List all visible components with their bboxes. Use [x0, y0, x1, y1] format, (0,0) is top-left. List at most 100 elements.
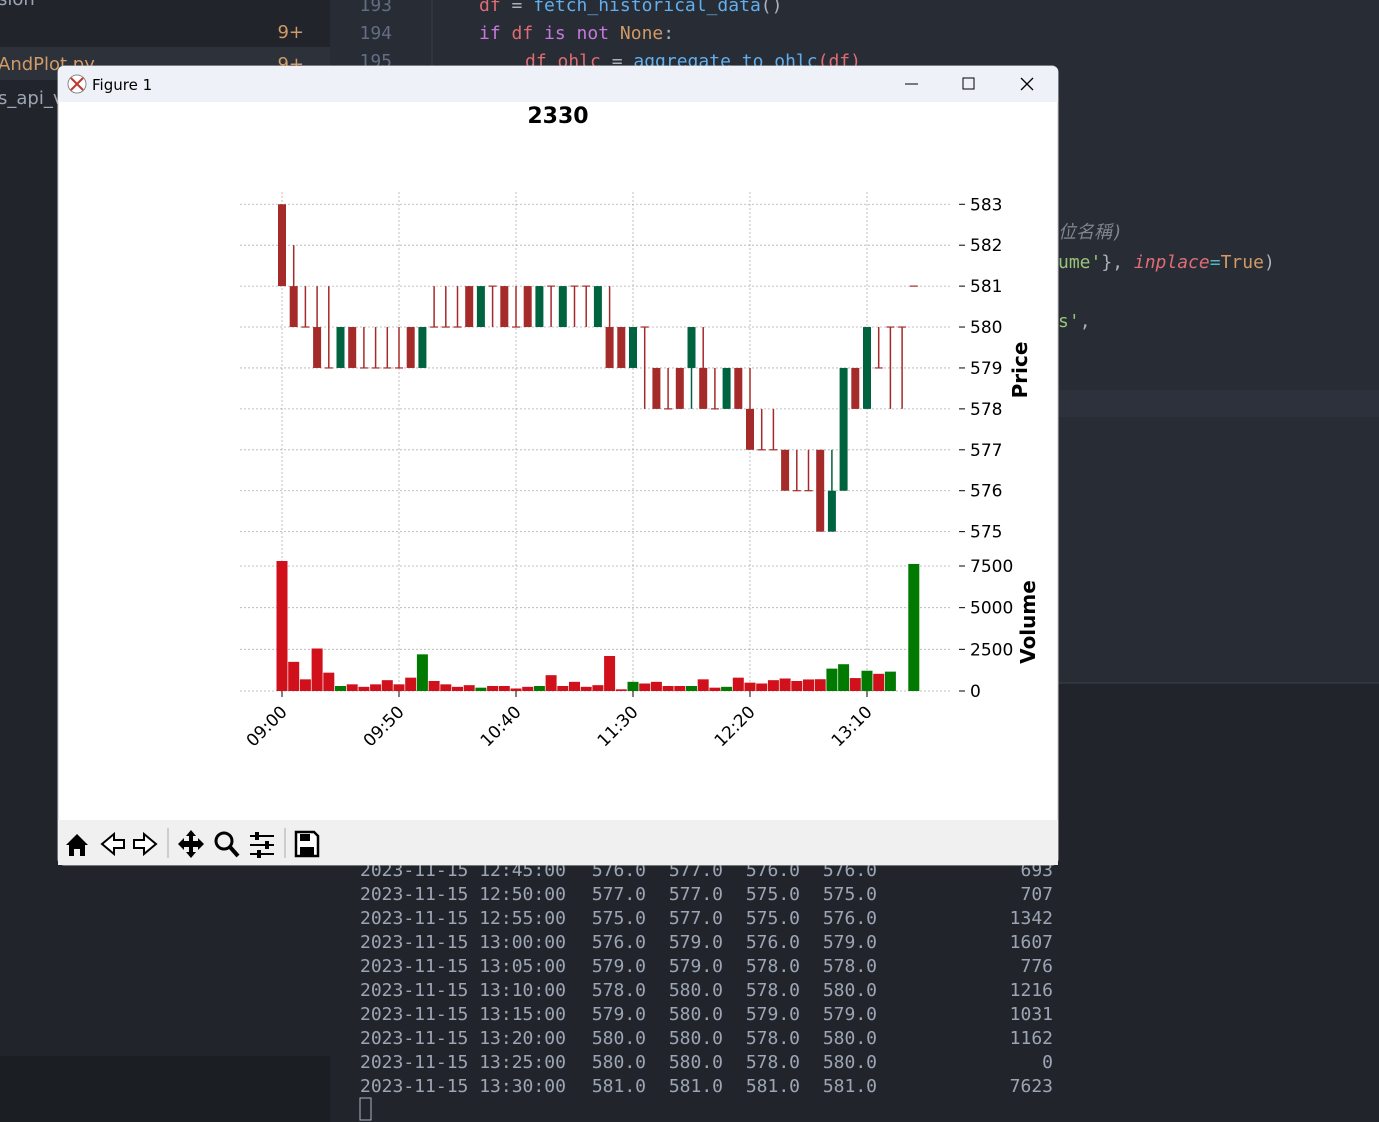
candle-body [593, 286, 602, 328]
terminal-cell: 2023-11-15 13:30:00 [360, 1076, 566, 1097]
terminal-cell: 578.0 [746, 980, 800, 1001]
y2-tick-label: 5000 [970, 599, 1013, 619]
volume-bar [767, 680, 779, 691]
volume-bar [849, 678, 861, 691]
terminal-cell: 2023-11-15 13:10:00 [360, 980, 566, 1001]
volume-bar [440, 684, 452, 691]
line-number: 194 [359, 23, 392, 44]
volume-bar [335, 686, 346, 691]
terminal-cell: 575.0 [746, 908, 800, 929]
sidebar-item: s_api_v [0, 88, 64, 109]
volume-bar [311, 648, 323, 691]
terminal-cell: 580.0 [823, 980, 877, 1001]
y2-tick-label: 7500 [970, 557, 1013, 577]
terminal-cell: 2023-11-15 13:25:00 [360, 1052, 566, 1073]
volume-bar [908, 563, 920, 691]
y-tick-label: 580 [970, 318, 1002, 338]
terminal-cell: 578.0 [823, 956, 877, 977]
candle-body [476, 286, 485, 328]
terminal-cell: 580.0 [669, 1052, 723, 1073]
candle-body [652, 367, 661, 409]
code-line: if df is not None: [479, 23, 674, 44]
slider-knob [257, 850, 261, 858]
terminal-cell: 578.0 [746, 1052, 800, 1073]
candle-body [605, 327, 614, 368]
terminal-cell: 581.0 [823, 1076, 877, 1097]
volume-bar [580, 686, 592, 691]
volume-bar [838, 664, 850, 691]
forward-button[interactable] [133, 831, 158, 857]
volume-bar [557, 686, 569, 691]
candle-body [336, 327, 345, 368]
volume-bar [861, 670, 873, 691]
volume-bar [674, 686, 686, 691]
code-token: is not [544, 23, 609, 44]
candle-body [675, 367, 684, 409]
volume-bar [569, 681, 580, 691]
volume-bar [791, 681, 803, 691]
candle-body [816, 449, 825, 532]
y-tick-label: 575 [970, 523, 1002, 543]
volume-bar [873, 673, 885, 691]
terminal-cell: 580.0 [823, 1052, 877, 1073]
volume-bar [381, 680, 393, 691]
code-token: if [479, 23, 501, 44]
code-token: () [761, 0, 783, 16]
code-token: ) [1264, 252, 1275, 273]
terminal-cell: 579.0 [592, 1004, 646, 1025]
home-button[interactable] [66, 834, 88, 856]
y-tick-label: 578 [970, 400, 1002, 420]
terminal-cell: 580.0 [669, 1028, 723, 1049]
volume-bar [405, 677, 417, 691]
configure-button[interactable] [250, 835, 274, 855]
volume-bar [639, 683, 651, 691]
candle-body [687, 327, 696, 368]
terminal-cell: 576.0 [592, 932, 646, 953]
volume-bar [803, 679, 814, 691]
chart-title: 2330 [527, 104, 588, 129]
code-fragment: 位名稱) [1058, 222, 1123, 243]
candle-body [535, 286, 544, 328]
volume-bar [475, 687, 487, 691]
code-fragment: s', [1058, 311, 1091, 332]
volume-bar [604, 656, 616, 691]
code-token: }, [1101, 252, 1134, 273]
terminal-cell: 579.0 [823, 932, 877, 953]
y2-tick-label: 0 [970, 682, 981, 702]
figure-window: Figure 1 2330 575 576 577 578 579 580 581 582 583… [57, 65, 1059, 866]
code-line: df = fetch_historical_data() [479, 0, 782, 16]
code-token: inplace [1134, 252, 1210, 273]
back-button[interactable] [100, 831, 125, 857]
candle-body [278, 204, 286, 287]
code-token: df [479, 0, 501, 16]
code-token: : [663, 23, 674, 44]
terminal-cell: 579.0 [746, 1004, 800, 1025]
y-tick-label: 582 [970, 236, 1002, 256]
pan-button[interactable] [178, 830, 204, 858]
terminal-cell: 707 [1020, 884, 1053, 905]
candle-body [629, 327, 637, 368]
terminal-cell: 579.0 [823, 1004, 877, 1025]
zoom-button[interactable] [214, 831, 234, 851]
y-axis-label: Price [1008, 342, 1032, 399]
terminal-cell: 580.0 [823, 1028, 877, 1049]
volume-bar [463, 685, 475, 691]
volume-bar [428, 681, 440, 691]
volume-bar [627, 681, 639, 691]
volume-bar [393, 684, 405, 691]
sidebar-item: 9+ [277, 22, 304, 43]
volume-bar [721, 686, 733, 691]
code-token: = [1210, 252, 1221, 273]
terminal-cell: 575.0 [823, 884, 877, 905]
volume-bar [732, 677, 744, 691]
volume-bar [662, 686, 674, 691]
save-icon-part [300, 847, 314, 855]
app-icon-mark [70, 77, 84, 91]
terminal-cell: 576.0 [746, 932, 800, 953]
maximize-button[interactable] [962, 77, 975, 90]
close-button[interactable] [1020, 77, 1034, 91]
line-number: 193 [359, 0, 392, 16]
terminal-cell: 0 [1042, 1052, 1053, 1073]
terminal-cell: 577.0 [669, 908, 723, 929]
